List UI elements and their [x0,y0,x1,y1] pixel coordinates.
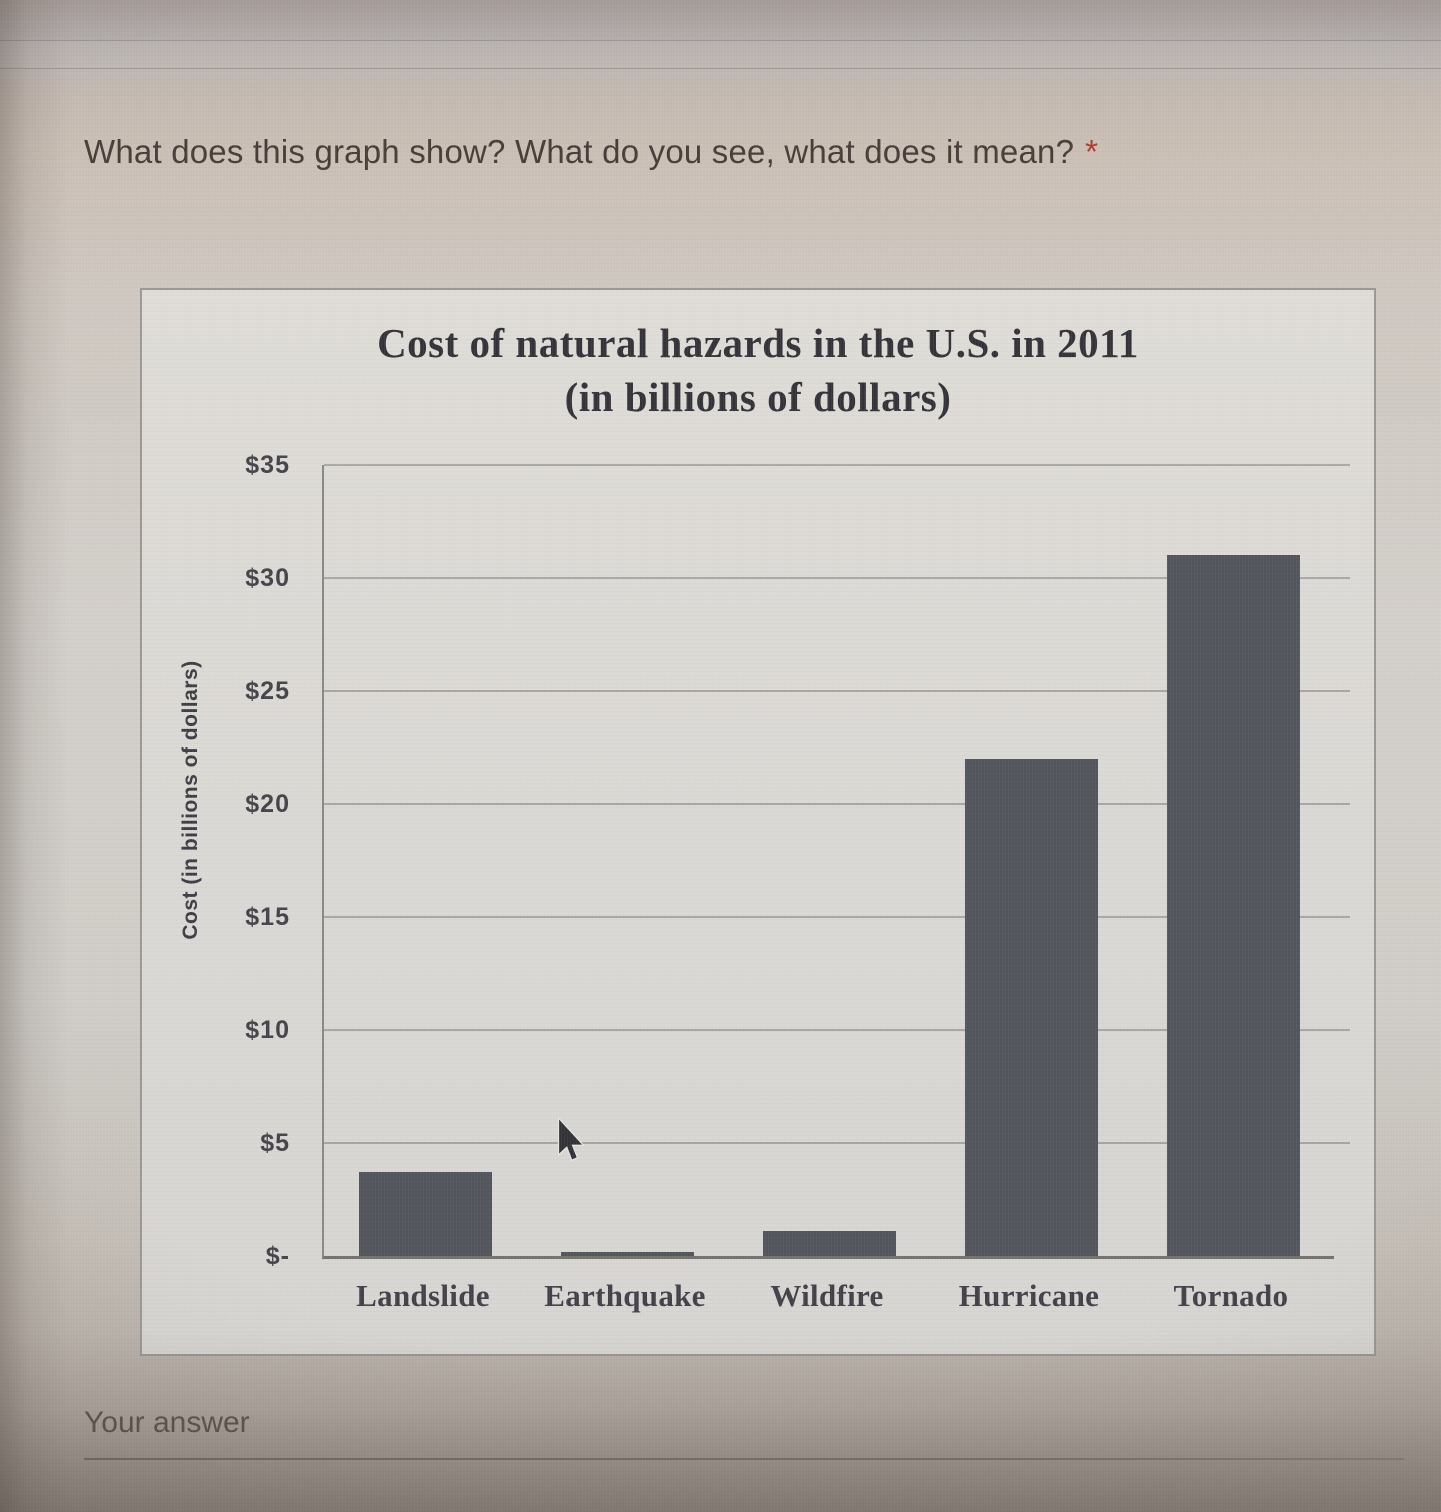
answer-field[interactable]: Your answer [84,1406,1404,1460]
gridline [324,1029,1350,1031]
gridline [324,803,1350,805]
card-edge-line [0,68,1441,69]
mouse-cursor-icon [557,1118,585,1162]
bar-wildfire [763,1231,896,1256]
gridline [324,464,1350,466]
y-tick-label: $35 [245,451,290,479]
chart-title-line1: Cost of natural hazards in the U.S. in 2… [377,320,1139,366]
chart-title-line2: (in billions of dollars) [564,374,952,420]
plot-area [322,464,1350,1259]
y-tick-label: $15 [245,903,290,931]
required-asterisk: * [1085,133,1099,170]
y-tick-label: $- [265,1242,290,1270]
y-tick-label: $20 [245,790,290,818]
question-title: What does this graph show? What do you s… [84,130,1364,174]
y-tick-label: $30 [245,564,290,592]
bar-hurricane [965,758,1098,1256]
y-tick-label: $25 [245,677,290,705]
x-axis-label: Landslide [356,1278,490,1313]
gridline [324,1142,1350,1144]
gridline [324,577,1350,579]
y-tick-label: $10 [245,1016,290,1044]
x-axis-label: Tornado [1173,1278,1289,1313]
chart-title: Cost of natural hazards in the U.S. in 2… [142,316,1374,424]
answer-underline [84,1458,1404,1460]
x-axis-label: Wildfire [770,1278,884,1313]
chart-image: Cost of natural hazards in the U.S. in 2… [140,288,1376,1356]
answer-placeholder: Your answer [84,1406,250,1439]
bar-landslide [359,1172,492,1256]
y-tick-label: $5 [260,1129,290,1157]
gridline [324,690,1350,692]
y-axis-ticks: $35 $30 $25 $20 $15 $10 $5 $- [142,451,306,1270]
bar-earthquake [561,1251,694,1256]
x-axis-label: Hurricane [958,1278,1100,1313]
x-axis-label: Earthquake [544,1278,706,1313]
bar-tornado [1167,555,1300,1256]
gridline [324,916,1350,918]
x-axis-labels: Landslide Earthquake Wildfire Hurricane Torn… [322,1278,1332,1326]
question-text: What does this graph show? What do you s… [84,133,1075,170]
card-edge-line [0,40,1441,41]
